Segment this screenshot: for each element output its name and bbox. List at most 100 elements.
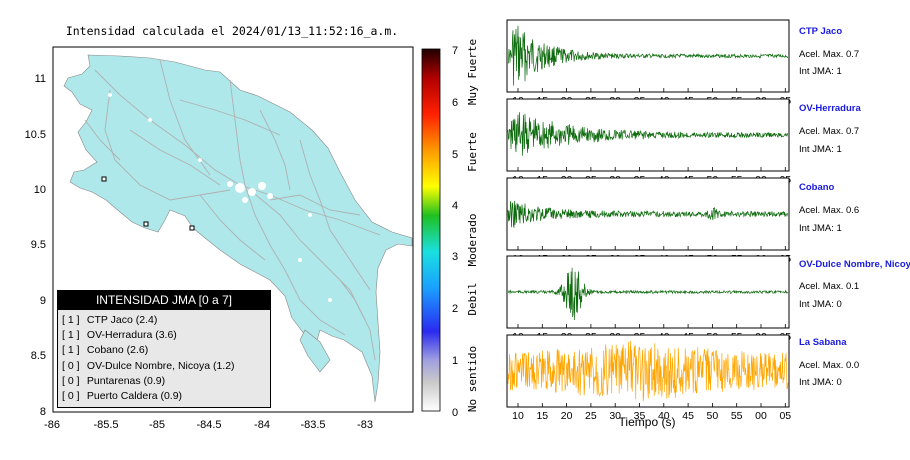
station-accel: Acel. Max. 0.7 <box>799 126 859 137</box>
costa-rica-map <box>63 54 413 403</box>
legend-level: [ 1 ] <box>62 329 80 342</box>
map-x-tick: -84.5 <box>196 419 221 431</box>
station-name: La Sabana <box>799 337 847 348</box>
colorbar-tick: 1 <box>452 355 458 367</box>
colorbar-tick: 4 <box>452 200 458 212</box>
map-y-tick: 8 <box>40 406 46 418</box>
waveform-panel: 10 15 20 25 30 35 40 45 50 55 00 05 <box>506 334 791 422</box>
colorbar-tick: 7 <box>452 45 458 57</box>
legend-text: OV-Herradura (3.6) <box>86 329 177 342</box>
map-title: Intensidad calculada el 2024/01/13_11:52… <box>66 24 398 38</box>
map-x-tick: -83.5 <box>300 419 325 431</box>
legend-text: Puntarenas (0.9) <box>86 374 166 387</box>
legend-level: [ 0 ] <box>62 390 80 403</box>
cities <box>108 93 332 302</box>
waveform-tick-label: 40 <box>658 410 670 422</box>
station-jma: Int JMA: 0 <box>799 377 842 388</box>
waveform-tick-label: 10 <box>512 410 524 422</box>
station-name: OV-Dulce Nombre, Nicoya <box>799 259 910 270</box>
colorbar-label: Muy Fuerte <box>466 39 479 105</box>
legend-item: [ 1 ] Cobano (2.6) <box>62 343 235 358</box>
colorbar-tick: 3 <box>452 251 458 263</box>
map-x-tick: -86 <box>44 419 60 431</box>
legend-text: CTP Jaco (2.4) <box>86 314 158 326</box>
waveform-trace <box>507 200 789 228</box>
map-y-axis: 11 10.5 10 9.5 9 8.5 8 <box>25 73 46 418</box>
map-x-tick: -85.5 <box>93 419 118 431</box>
waveform-trace <box>507 25 788 86</box>
station-info: CTP Jaco Acel. Max. 0.7 Int JMA: 1 OV-He… <box>799 26 910 388</box>
road-network <box>84 59 381 361</box>
waveform-tick-label: 45 <box>682 410 694 422</box>
station-jma: Int JMA: 0 <box>799 299 842 310</box>
waveform-trace <box>507 340 789 402</box>
waveform-tick-label: 50 <box>707 410 719 422</box>
waveform-xlabel: Tiempo (s) <box>619 415 676 429</box>
waveform-tick-label: 05 <box>779 410 791 422</box>
station-accel: Acel. Max. 0.6 <box>799 205 859 216</box>
map-x-tick: -83 <box>357 419 373 431</box>
map-y-tick: 9 <box>40 295 46 307</box>
station-accel: Acel. Max. 0.7 <box>799 49 859 60</box>
station-markers <box>101 176 195 231</box>
colorbar-label: Debil <box>466 282 479 315</box>
waveform-tick-label: 55 <box>731 410 743 422</box>
map-y-tick: 9.5 <box>31 239 46 251</box>
station-accel: Acel. Max. 0.0 <box>799 360 859 371</box>
map-y-tick: 8.5 <box>31 350 46 362</box>
legend-item: [ 0 ] Puerto Caldera (0.9) <box>62 389 235 404</box>
colorbar-ticks: 0 1 2 3 4 5 6 7 <box>452 45 458 419</box>
waveform-trace <box>507 267 789 321</box>
legend-level: [ 0 ] <box>62 359 80 372</box>
colorbar-label: No sentido <box>466 346 479 412</box>
land-area <box>63 54 413 403</box>
legend-text: OV-Dulce Nombre, Nicoya (1.2) <box>86 359 235 372</box>
waveform-tick-label: 35 <box>634 410 646 422</box>
legend-item: [ 1 ] CTP Jaco (2.4) <box>62 313 235 328</box>
waveform-panels: 1015202530354045505500051015202530354045… <box>506 19 791 422</box>
legend-text: Puerto Caldera (0.9) <box>86 390 183 403</box>
colorbar-labels: No sentido Debil Moderado Fuerte Muy Fue… <box>466 39 479 412</box>
station-name: OV-Herradura <box>799 103 861 114</box>
map-x-axis: -86 -85.5 -85 -84.5 -84 -83.5 -83 <box>44 411 413 431</box>
colorbar-label: Fuerte <box>466 132 479 172</box>
legend-item: [ 0 ] OV-Dulce Nombre, Nicoya (1.2) <box>62 359 235 374</box>
waveform-tick-label: 30 <box>609 410 621 422</box>
colorbar-label: Moderado <box>466 214 479 267</box>
station-name: Cobano <box>799 182 835 193</box>
station-jma: Int JMA: 1 <box>799 223 842 234</box>
station-jma: Int JMA: 1 <box>799 66 842 77</box>
station-accel: Acel. Max. 0.1 <box>799 281 859 292</box>
legend-item: [ 1 ] OV-Herradura (3.6) <box>62 328 235 343</box>
legend-level: [ 1 ] <box>62 344 80 357</box>
station-jma: Int JMA: 1 <box>799 144 842 155</box>
map-y-tick: 10.5 <box>25 129 46 141</box>
waveform-tick-label: 25 <box>585 410 597 422</box>
map-x-tick: -85 <box>149 419 165 431</box>
waveform-trace <box>507 112 789 156</box>
waveform-tick-label: 15 <box>536 410 548 422</box>
intensity-legend: INTENSIDAD JMA [0 a 7] [ 1 ] CTP Jaco (2… <box>57 290 271 408</box>
legend-level: [ 0 ] <box>62 374 80 387</box>
colorbar-tick: 0 <box>452 407 458 419</box>
legend-title: INTENSIDAD JMA [0 a 7] <box>58 291 270 310</box>
legend-list: [ 1 ] CTP Jaco (2.4) [ 1 ] OV-Herradura … <box>62 313 235 404</box>
legend-text: Cobano (2.6) <box>86 344 149 357</box>
station-name: CTP Jaco <box>799 26 842 37</box>
colorbar-tick: 5 <box>452 149 458 161</box>
map-x-tick: -84 <box>254 419 270 431</box>
legend-level: [ 1 ] <box>62 314 80 326</box>
osa-peninsula <box>299 329 331 373</box>
waveform-tick-label: 20 <box>561 410 573 422</box>
waveform-tick-label: 00 <box>755 410 767 422</box>
colorbar-tick: 6 <box>452 97 458 109</box>
colorbar-tick: 2 <box>452 303 458 315</box>
map-y-tick: 11 <box>35 73 46 85</box>
colorbar <box>421 48 441 412</box>
legend-item: [ 0 ] Puntarenas (0.9) <box>62 374 235 389</box>
